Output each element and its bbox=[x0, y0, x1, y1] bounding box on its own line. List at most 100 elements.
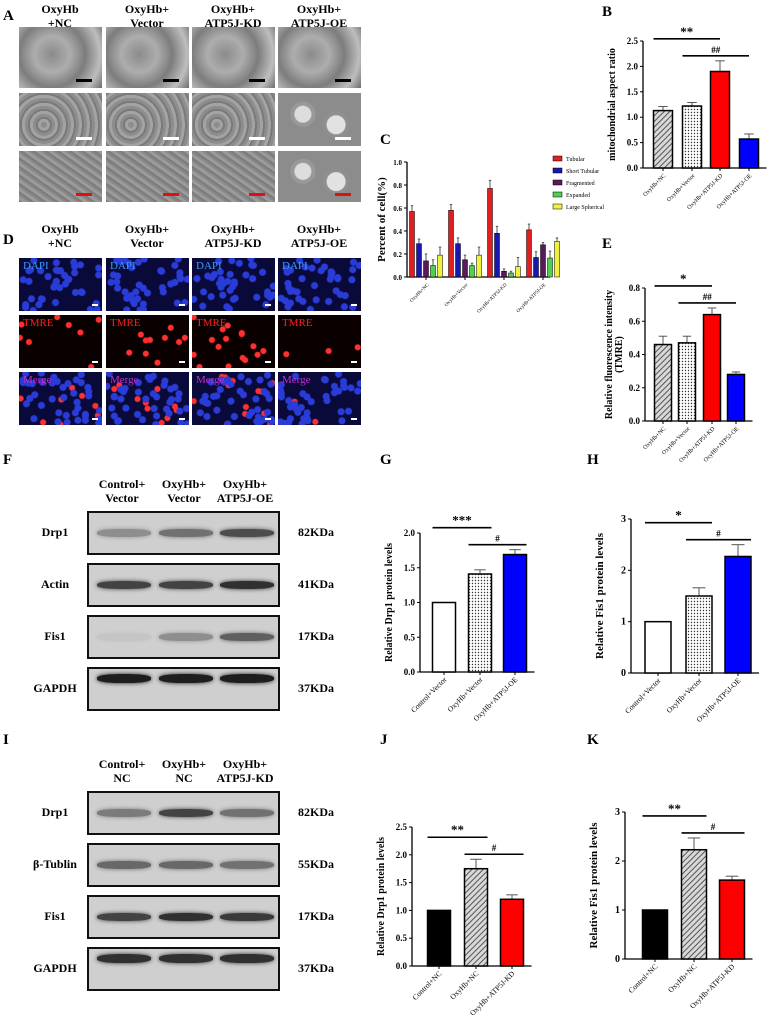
bar-tubular bbox=[526, 229, 532, 278]
protein-label: Drp1 bbox=[41, 525, 69, 539]
bar bbox=[680, 848, 708, 960]
scale-bar bbox=[265, 304, 271, 306]
protein-band bbox=[159, 581, 213, 589]
lane-header: Control+ NC bbox=[77, 757, 167, 785]
bar-expanded bbox=[508, 272, 514, 278]
bar bbox=[431, 601, 457, 673]
lane-header-line2: Vector bbox=[105, 491, 139, 505]
scale-bar bbox=[265, 361, 271, 363]
significance-marker: # bbox=[492, 843, 497, 853]
y-axis-label: (TMRE) bbox=[614, 336, 625, 373]
bar-tubular bbox=[448, 210, 454, 278]
bar bbox=[499, 898, 525, 967]
channel-label: Merge bbox=[196, 374, 225, 386]
channel-label: DAPI bbox=[110, 260, 136, 272]
blot-strip bbox=[87, 563, 280, 607]
y-tick-label: 1.0 bbox=[627, 112, 639, 122]
x-tick-label: OxyHb+NC bbox=[642, 173, 667, 198]
electron-micrograph bbox=[278, 27, 361, 88]
protein-band bbox=[159, 954, 213, 963]
protein-band bbox=[159, 529, 213, 537]
legend-label: Tubular bbox=[566, 157, 585, 163]
lane-header-line2: NC bbox=[113, 771, 131, 785]
significance-marker: ** bbox=[680, 24, 693, 39]
fluorescence-image-merge: Merge bbox=[278, 372, 361, 425]
significance-marker: ## bbox=[711, 45, 721, 55]
fluorescence-image-tmre: TMRE bbox=[278, 315, 361, 368]
protein-band bbox=[97, 633, 151, 641]
channel-label: DAPI bbox=[23, 260, 49, 272]
legend-label: Expanded bbox=[566, 193, 590, 199]
protein-label: Fis1 bbox=[44, 909, 66, 923]
molecular-weight-label: 55KDa bbox=[298, 857, 334, 871]
fluorescence-image-merge: Merge bbox=[192, 372, 275, 425]
protein-label: β-Tublin bbox=[33, 857, 77, 871]
lane-header-line1: Control+ bbox=[98, 477, 146, 491]
column-header-line2: +NC bbox=[47, 236, 73, 250]
y-tick-label: 0.5 bbox=[396, 933, 408, 943]
protein-band bbox=[97, 674, 151, 683]
protein-label: GAPDH bbox=[33, 681, 77, 695]
y-tick-label: 0 bbox=[621, 668, 626, 679]
molecular-weight-label: 37KDa bbox=[298, 961, 334, 975]
bar-tubular bbox=[487, 188, 493, 278]
chart-e: 0.0 0.2 0.4 0.6 0.8 Relative fluorescence int… bbox=[604, 271, 753, 464]
y-tick-label: 1.5 bbox=[396, 878, 408, 888]
lane-header-line2: ATP5J-KD bbox=[216, 771, 274, 785]
bar bbox=[726, 373, 746, 422]
protein-band bbox=[220, 674, 274, 683]
protein-band bbox=[97, 809, 151, 817]
blot-strip bbox=[87, 791, 280, 835]
fluorescence-image-tmre: TMRE bbox=[106, 315, 189, 368]
fluorescence-image-dapi: DAPI bbox=[19, 258, 102, 311]
bar-short-tubular bbox=[494, 233, 500, 278]
bar-fragmented bbox=[462, 259, 468, 278]
channel-label: DAPI bbox=[196, 260, 222, 272]
molecular-weight-label: 17KDa bbox=[298, 909, 334, 923]
column-header: OxyHb+ ATP5J-OE bbox=[274, 2, 364, 30]
scale-bar bbox=[76, 137, 92, 140]
protein-band bbox=[159, 913, 213, 921]
protein-band bbox=[97, 529, 151, 537]
significance-marker: # bbox=[716, 529, 721, 539]
x-tick-label: Control+Vector bbox=[409, 675, 449, 715]
bar bbox=[724, 555, 752, 674]
y-tick-label: 2.0 bbox=[396, 850, 408, 860]
x-tick-label: Control+Vector bbox=[623, 676, 663, 716]
bar-large-spherical bbox=[437, 254, 443, 278]
scale-bar bbox=[335, 193, 351, 196]
lane-header-line1: Control+ bbox=[98, 757, 146, 771]
protein-band bbox=[97, 913, 151, 921]
column-header: OxyHb+ ATP5J-OE bbox=[274, 222, 364, 250]
molecular-weight-label: 82KDa bbox=[298, 525, 334, 539]
chart-b: 0.0 0.5 1.0 1.5 2.0 2.5 mitochondrial aspect r… bbox=[607, 24, 767, 211]
column-header-line2: ATP5J-KD bbox=[204, 236, 262, 250]
bar-fragmented bbox=[501, 271, 507, 278]
fluorescence-image-dapi: DAPI bbox=[192, 258, 275, 311]
electron-micrograph bbox=[192, 151, 275, 202]
panel-letter-j: J bbox=[380, 732, 388, 748]
scale-bar bbox=[249, 79, 265, 82]
fluorescence-image-merge: Merge bbox=[106, 372, 189, 425]
bar-short-tubular bbox=[416, 243, 422, 278]
panel-letter-d: D bbox=[3, 232, 14, 248]
channel-label: TMRE bbox=[196, 317, 227, 329]
y-tick-label: 0.0 bbox=[629, 416, 641, 426]
y-tick-label: 0.0 bbox=[404, 667, 416, 677]
legend-swatch bbox=[552, 155, 563, 162]
y-tick-label: 0.0 bbox=[393, 274, 402, 282]
channel-label: TMRE bbox=[110, 317, 141, 329]
x-tick-label: OxyHb+Vector bbox=[665, 676, 704, 715]
scale-bar bbox=[179, 418, 185, 420]
y-axis-label: Relative Drp1 protein levels bbox=[384, 543, 395, 662]
y-tick-label: 2 bbox=[621, 565, 626, 576]
y-tick-label: 0.2 bbox=[629, 383, 641, 393]
significance-marker: ## bbox=[703, 292, 713, 302]
scale-bar bbox=[249, 137, 265, 140]
chart-j: 0.0 0.5 1.0 1.5 2.0 2.5 Relative Drp1 protein … bbox=[376, 822, 532, 1018]
protein-band bbox=[220, 581, 274, 589]
bar bbox=[653, 343, 673, 422]
fluorescence-image-tmre: TMRE bbox=[192, 315, 275, 368]
protein-label: Fis1 bbox=[44, 629, 66, 643]
scale-bar bbox=[351, 361, 357, 363]
